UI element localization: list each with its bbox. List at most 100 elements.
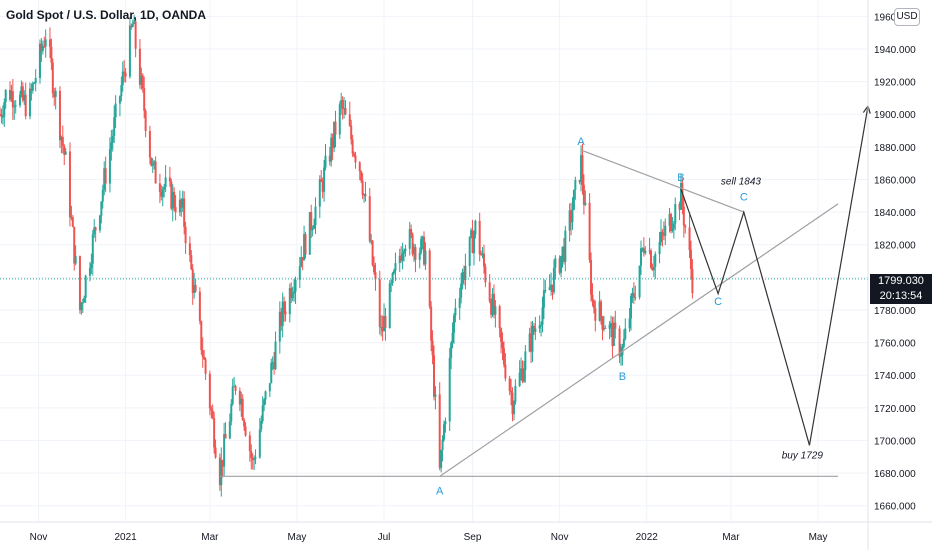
candle-body [341,100,344,109]
candle-body [321,181,324,192]
candle-body [334,121,337,135]
candle-body [378,279,381,328]
candle-body [451,332,454,343]
candle-body [608,324,611,329]
price-tick-label: 1680.000 [874,469,916,480]
candle-body [564,230,567,262]
candle-body [584,202,587,205]
candle-body [30,88,33,91]
candle-body [401,253,404,261]
candles-layer [0,14,694,497]
candle-body [561,246,564,257]
candle-body [618,328,621,357]
candle-body [620,355,623,357]
candle-body [461,271,464,284]
candle-body [551,284,554,293]
candle-body [200,321,203,351]
candle-body [658,242,661,255]
candle-body [271,362,274,364]
candle-body [508,378,511,391]
symbol-title: Gold Spot / U.S. Dollar, 1D, OANDA [6,8,207,22]
candle-body [291,293,294,299]
candle-body [383,316,386,332]
candle-body [492,293,495,315]
candle-body [373,264,376,273]
candle-body [630,295,633,319]
last-price-tag: 1799.030 20:13:54 [870,274,932,304]
candle-body [230,403,233,422]
candle-body [452,315,455,333]
candle-body [150,157,153,166]
candle-body [141,75,144,89]
candle-body [624,328,627,339]
candle-body [70,217,73,219]
candle-body [614,322,617,329]
candle-body [472,234,475,254]
candle-body [634,297,637,299]
candle-body [462,271,465,280]
candle-body [328,155,331,162]
candle-body [4,89,7,103]
candle-body [512,402,515,415]
candle-body [528,333,531,352]
candle-body [520,368,523,373]
candle-body [534,328,537,333]
candle-body [253,458,256,460]
candle-body [118,96,121,104]
candle-body [353,153,356,156]
candle-body [638,265,641,298]
candle-body [268,383,271,392]
candle-body [101,189,104,202]
currency-badge[interactable]: USD [894,8,920,26]
candle-body [304,234,307,255]
candle-body [10,91,13,100]
candle-body [303,234,306,261]
candle-body [548,287,551,291]
candle-body [24,94,27,117]
candle-body [180,199,183,208]
candle-body [104,168,107,184]
candle-body [518,372,521,386]
candle-body [250,451,253,458]
candle-body [433,355,435,397]
candle-body [524,351,527,371]
candle-body [213,418,216,448]
candle-body [41,46,44,52]
candle-body [151,164,154,166]
candle-body [388,283,391,328]
candle-body [370,240,373,242]
candle-body [588,202,591,260]
price-tick-label: 1880.000 [874,143,916,154]
candle-body [193,284,196,293]
candle-body [103,168,106,190]
candle-body [358,162,361,172]
candle-body [234,386,237,391]
candle-body [138,48,141,85]
candle-body [323,167,326,192]
candle-body [194,284,197,292]
candle-body [244,426,247,436]
candle-body [160,191,163,197]
time-tick-label: May [287,532,306,543]
candle-body [183,198,186,227]
candle-body [198,291,201,322]
candle-body [264,391,267,400]
candle-body [170,181,173,209]
wave-label: C [714,296,722,308]
candle-body [632,293,635,298]
time-tick-label: Mar [722,532,740,543]
candle-body [318,179,321,207]
candle-body [171,191,174,209]
candle-body [642,248,645,254]
candle-body [521,368,524,382]
candle-body [224,434,227,439]
candle-body [542,290,545,308]
candle-body [134,21,137,49]
candle-body [420,238,423,253]
candle-body [404,248,407,252]
candle-body [471,230,474,254]
candle-body [648,250,651,252]
price-tick-label: 1780.000 [874,306,916,317]
price-tick-label: 1760.000 [874,339,916,350]
